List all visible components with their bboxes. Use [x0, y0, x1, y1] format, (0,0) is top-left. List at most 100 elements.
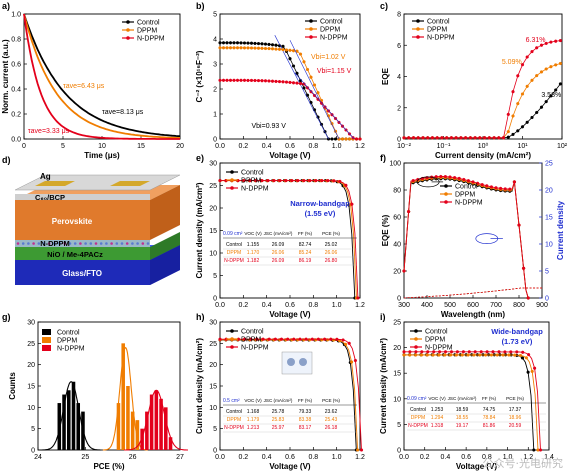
data-point [302, 86, 306, 90]
table-cell: 83.38 [299, 417, 312, 423]
data-point [489, 353, 493, 357]
plot-frame [403, 321, 550, 451]
data-point [554, 39, 558, 43]
data-point [462, 177, 466, 182]
data-point [316, 91, 320, 95]
data-point [530, 78, 534, 82]
y-tick-label: 10 [209, 251, 217, 258]
data-point [330, 137, 334, 141]
device-pixel [287, 358, 295, 366]
data-point [246, 78, 250, 82]
molecule-dot [79, 242, 82, 245]
data-point [487, 136, 491, 140]
x-tick-label: 26 [129, 454, 137, 461]
legend-label: DPPM [57, 338, 77, 345]
data-point [476, 181, 480, 185]
data-point [344, 342, 348, 346]
data-point [298, 81, 303, 86]
legend-marker [414, 329, 418, 333]
y-tick-label: 10 [393, 396, 401, 403]
data-point [520, 63, 525, 67]
legend-label: N-DPPM [57, 346, 85, 353]
data-point [232, 41, 236, 45]
data-point [253, 41, 257, 45]
layer-perovskite-side [150, 185, 180, 240]
data-point [225, 46, 229, 50]
data-point [335, 337, 339, 341]
table-header: FF (%) [298, 231, 313, 236]
data-point [489, 185, 493, 189]
molecule-dot [21, 242, 25, 245]
data-point [525, 55, 529, 59]
table-area: 0.5 cm² [223, 398, 240, 404]
legend-marker [230, 337, 234, 341]
x-tick-label: 0.6 [285, 143, 295, 150]
data-point [421, 136, 425, 140]
data-point [539, 43, 544, 47]
data-point [516, 101, 520, 106]
data-point [316, 97, 320, 101]
x-tick-label: 300 [398, 302, 410, 309]
data-point [526, 296, 530, 300]
y-tick-label: 2 [397, 105, 401, 112]
data-point [359, 448, 364, 452]
x-tick-label: 0.4 [262, 302, 272, 309]
series-line [404, 354, 535, 451]
data-point [503, 350, 507, 354]
legend-label: DPPM [455, 192, 475, 199]
note: (1.55 eV) [305, 209, 336, 218]
y-tick-label: 10 [209, 405, 217, 412]
annotation: τave=3.33 μs [28, 128, 70, 135]
histogram-bar [126, 386, 130, 450]
data-point [260, 46, 264, 50]
molecule-dot [131, 242, 134, 245]
data-point [466, 179, 470, 183]
data-point [288, 57, 292, 61]
table-cell: 82.74 [299, 242, 312, 248]
x-tick-label: 700 [490, 302, 502, 309]
x-tick-label: 0.2 [420, 454, 430, 461]
annotation: Vbi=0.93 V [252, 123, 287, 130]
y-tick-label: 0.8 [11, 37, 21, 44]
data-point [256, 46, 261, 50]
data-point [554, 88, 558, 92]
table-cell: 1.170 [247, 250, 260, 256]
y-axis-label: Current density (mA/cm²) [195, 338, 204, 434]
data-point [350, 202, 354, 206]
table-cell: 1.318 [431, 423, 444, 429]
data-point [248, 179, 252, 183]
layer-label: Ag [40, 172, 51, 181]
data-point [449, 353, 453, 357]
data-point [320, 179, 324, 183]
data-point [277, 47, 282, 51]
data-point [272, 179, 276, 183]
x-tick-label: 0.2 [238, 302, 248, 309]
legend-label: Control [425, 329, 448, 336]
data-point [544, 99, 548, 104]
data-point [273, 337, 277, 341]
series-line [404, 40, 561, 139]
data-point [460, 353, 464, 357]
data-point [520, 125, 525, 129]
panel-i: i) 0.0 0.2 0.4 0.6 0.8 1.0 1.2 1.4 0 5 10 15 20 25 Volt… [379, 312, 554, 471]
annotation: Vbi=1.15 V [317, 68, 352, 75]
x-tick-label: 1.0 [503, 454, 513, 461]
data-point [513, 353, 517, 357]
panel-label: h) [196, 312, 205, 322]
data-point [407, 136, 411, 140]
data-point [499, 186, 503, 190]
data-point [228, 78, 233, 82]
table-cell: 25.02 [325, 242, 338, 248]
data-point [448, 175, 452, 179]
data-point [491, 350, 495, 354]
data-point [263, 46, 268, 51]
legend-marker [444, 192, 448, 196]
data-point [544, 67, 548, 71]
table-header: FF (%) [482, 396, 497, 401]
x-tick-label: 0 [22, 143, 26, 150]
data-point [525, 120, 529, 124]
data-point [308, 179, 312, 183]
table-cell: 86.19 [299, 258, 312, 264]
table-cell: 74.75 [483, 407, 496, 413]
data-point [461, 350, 465, 354]
